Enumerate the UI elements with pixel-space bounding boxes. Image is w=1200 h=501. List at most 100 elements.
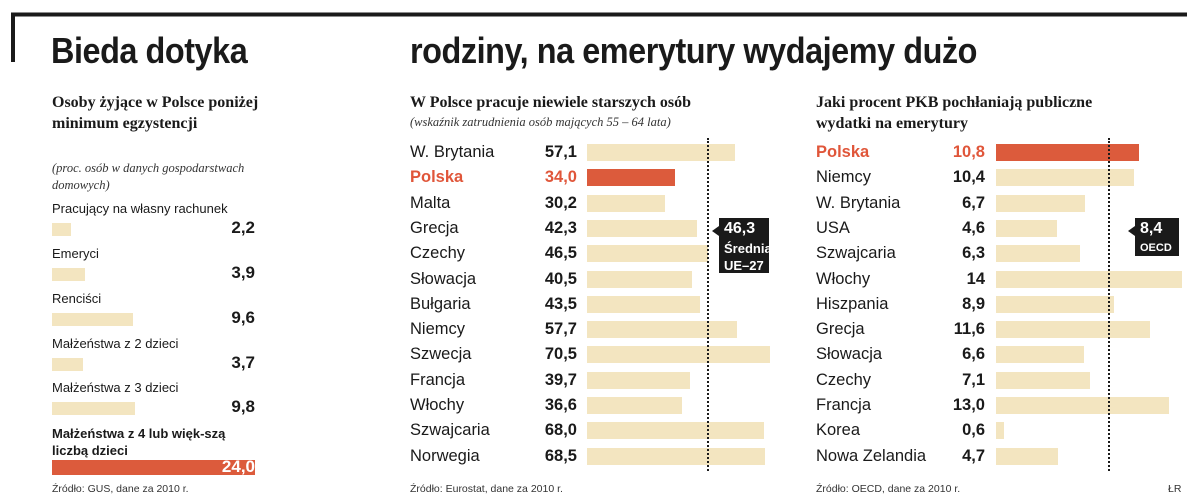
pension-value-label: 7,1 (962, 370, 985, 389)
poverty-row-label: Renciści (52, 291, 102, 306)
pension-row-label: Słowacja (816, 345, 883, 364)
employment-row-label: W. Brytania (410, 143, 495, 161)
pension-bar-niemcy (996, 169, 1135, 187)
employment-row-label: Czechy (410, 244, 466, 263)
poverty-bar-malzenstwa-z-4-lub-wiek-sza-liczba-dzieci (52, 460, 255, 475)
employment-value-label: 43,5 (544, 294, 577, 313)
pension-value-label: 10,8 (952, 143, 985, 161)
employment-reference-arrow (712, 226, 719, 236)
pension-reference-callout: 8,4 OECD (1135, 218, 1179, 256)
employment-chart-source: Źródło: Eurostat, dane za 2010 r. (410, 483, 563, 495)
pension-row-label: Hiszpania (816, 294, 889, 313)
pension-row-label: Grecja (816, 320, 865, 339)
employment-bar-niemcy (587, 321, 737, 339)
employment-value-label: 70,5 (544, 345, 577, 364)
pension-value-label: 6,7 (962, 193, 985, 212)
poverty-bar-malzenstwa-z-3-dzieci (52, 402, 135, 415)
pension-bar-grecja (996, 321, 1151, 339)
poverty-value-label: 9,8 (231, 397, 255, 416)
pension-reference-arrow (1128, 226, 1135, 236)
pension-row-label: Polska (816, 143, 870, 161)
pension-row-label: Czechy (816, 370, 872, 389)
employment-chart-title: W Polsce pracuje niewiele starszych osób (410, 94, 691, 111)
pension-bar-czechy (996, 371, 1091, 389)
employment-reference-callout: 46,3 Średnia UE–27 (719, 218, 772, 273)
pension-bar-hiszpania (996, 295, 1115, 313)
employment-row-label: Malta (410, 193, 451, 212)
employment-bar-wlochy (587, 397, 682, 414)
pension-value-label: 8,9 (962, 294, 985, 313)
pension-row-label: W. Brytania (816, 193, 901, 212)
pension-row-label: Włochy (816, 269, 871, 288)
pension-reference-line (1107, 138, 1110, 471)
employment-row-label: Polska (410, 168, 464, 187)
pension-row-label: Francja (816, 396, 872, 414)
employment-row-label: Szwajcaria (410, 421, 490, 440)
poverty-bar-malzenstwa-z-2-dzieci (52, 358, 84, 371)
pension-bar-wlochy (996, 270, 1182, 288)
pension-bar-usa (996, 219, 1058, 237)
employment-row-label: Norwegia (410, 446, 480, 465)
employment-reference-value: 46,3 (724, 220, 756, 237)
employment-row-label: Grecja (410, 218, 459, 237)
pension-row-label: Nowa Zelandia (816, 446, 927, 465)
employment-bar-bulgaria (587, 295, 700, 313)
employment-chart-subtitle: (wskaźnik zatrudnienia osób mających 55 … (410, 115, 671, 129)
employment-reference-text: Średnia UE–27 (724, 241, 772, 273)
pension-value-label: 10,4 (952, 168, 985, 187)
poverty-bar-rencisci (52, 313, 134, 326)
employment-bar-polska (587, 169, 676, 187)
employment-row-label: Słowacja (410, 269, 477, 288)
employment-value-label: 34,0 (544, 168, 577, 187)
employment-bar-czechy (587, 245, 708, 263)
employment-value-label: 46,5 (544, 244, 577, 263)
employment-reference-line (707, 138, 710, 471)
pension-reference-text: OECD (1140, 242, 1172, 254)
employment-row-label: Bułgaria (410, 294, 471, 313)
employment-row-label: Szwecja (410, 345, 472, 364)
pension-row-label: Korea (816, 421, 861, 440)
poverty-row-label: Małżeństwa z 4 lub więk-szą liczbą dziec… (52, 426, 226, 458)
poverty-bar-pracujacy-na-wlasny-rachunek (52, 223, 71, 236)
pension-row-label: Niemcy (816, 168, 872, 187)
poverty-value-label: 24,0 (221, 457, 255, 476)
headline-left: Bieda dotyka (51, 30, 248, 71)
employment-value-label: 36,6 (544, 396, 577, 414)
pension-chart-source: Źródło: OECD, dane za 2010 r. (816, 483, 961, 495)
employment-bar-szwecja (587, 346, 770, 364)
pension-bar-szwajcaria (996, 245, 1080, 263)
pension-value-label: 6,3 (962, 244, 985, 263)
pension-reference-value: 8,4 (1140, 220, 1163, 237)
pension-bar-w-brytania (996, 194, 1085, 212)
pension-row-label: USA (816, 218, 850, 237)
employment-value-label: 68,5 (544, 446, 577, 465)
poverty-chart-subtitle: (proc. osób w danych gospodarstwach domo… (52, 161, 245, 192)
pension-value-label: 4,7 (962, 446, 985, 465)
employment-value-label: 68,0 (544, 421, 577, 440)
pension-bar-slowacja (996, 346, 1084, 364)
employment-bar-szwajcaria (587, 422, 764, 440)
poverty-value-label: 2,2 (231, 218, 255, 237)
poverty-row-label: Emeryci (52, 246, 99, 261)
pension-chart-title: Jaki procent PKB pochłaniają publiczne w… (816, 94, 1093, 132)
poverty-value-label: 9,6 (231, 308, 255, 327)
pension-value-label: 11,6 (953, 320, 985, 339)
employment-value-label: 39,7 (544, 370, 577, 389)
employment-row-label: Włochy (410, 396, 465, 414)
pension-bar-nowa-zelandia (996, 447, 1059, 465)
pension-value-label: 14 (966, 269, 985, 288)
pension-bar-korea (996, 422, 1004, 440)
employment-row-label: Francja (410, 370, 466, 389)
employment-value-label: 40,5 (544, 269, 577, 288)
employment-bar-w-brytania (587, 144, 736, 161)
pension-value-label: 13,0 (952, 396, 985, 414)
pension-value-label: 6,6 (962, 345, 985, 364)
employment-value-label: 42,3 (544, 218, 577, 237)
employment-row-label: Niemcy (410, 320, 466, 339)
pension-bar-francja (996, 397, 1169, 414)
employment-value-label: 57,7 (544, 320, 577, 339)
employment-bar-francja (587, 371, 691, 389)
employment-value-label: 57,1 (544, 143, 577, 161)
employment-bar-norwegia (587, 447, 765, 465)
